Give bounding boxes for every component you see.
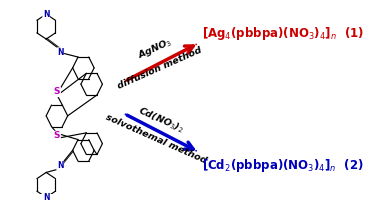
Text: diffusion method: diffusion method [116,45,203,91]
Text: solvothemal method: solvothemal method [104,113,208,165]
Text: N: N [43,193,49,202]
Text: S: S [54,132,60,140]
Text: Cd(NO$_3$)$_2$: Cd(NO$_3$)$_2$ [135,104,185,135]
Text: N: N [57,161,63,170]
Text: AgNO$_3$: AgNO$_3$ [136,35,174,62]
Text: S: S [54,87,60,96]
Text: [Ag$_4$(pbbpa)(NO$_3$)$_4$]$_n$  (1): [Ag$_4$(pbbpa)(NO$_3$)$_4$]$_n$ (1) [201,25,364,42]
Text: N: N [57,48,63,57]
Text: N: N [43,10,49,19]
Text: [Cd$_2$(pbbpa)(NO$_3$)$_4$]$_n$  (2): [Cd$_2$(pbbpa)(NO$_3$)$_4$]$_n$ (2) [201,157,363,174]
